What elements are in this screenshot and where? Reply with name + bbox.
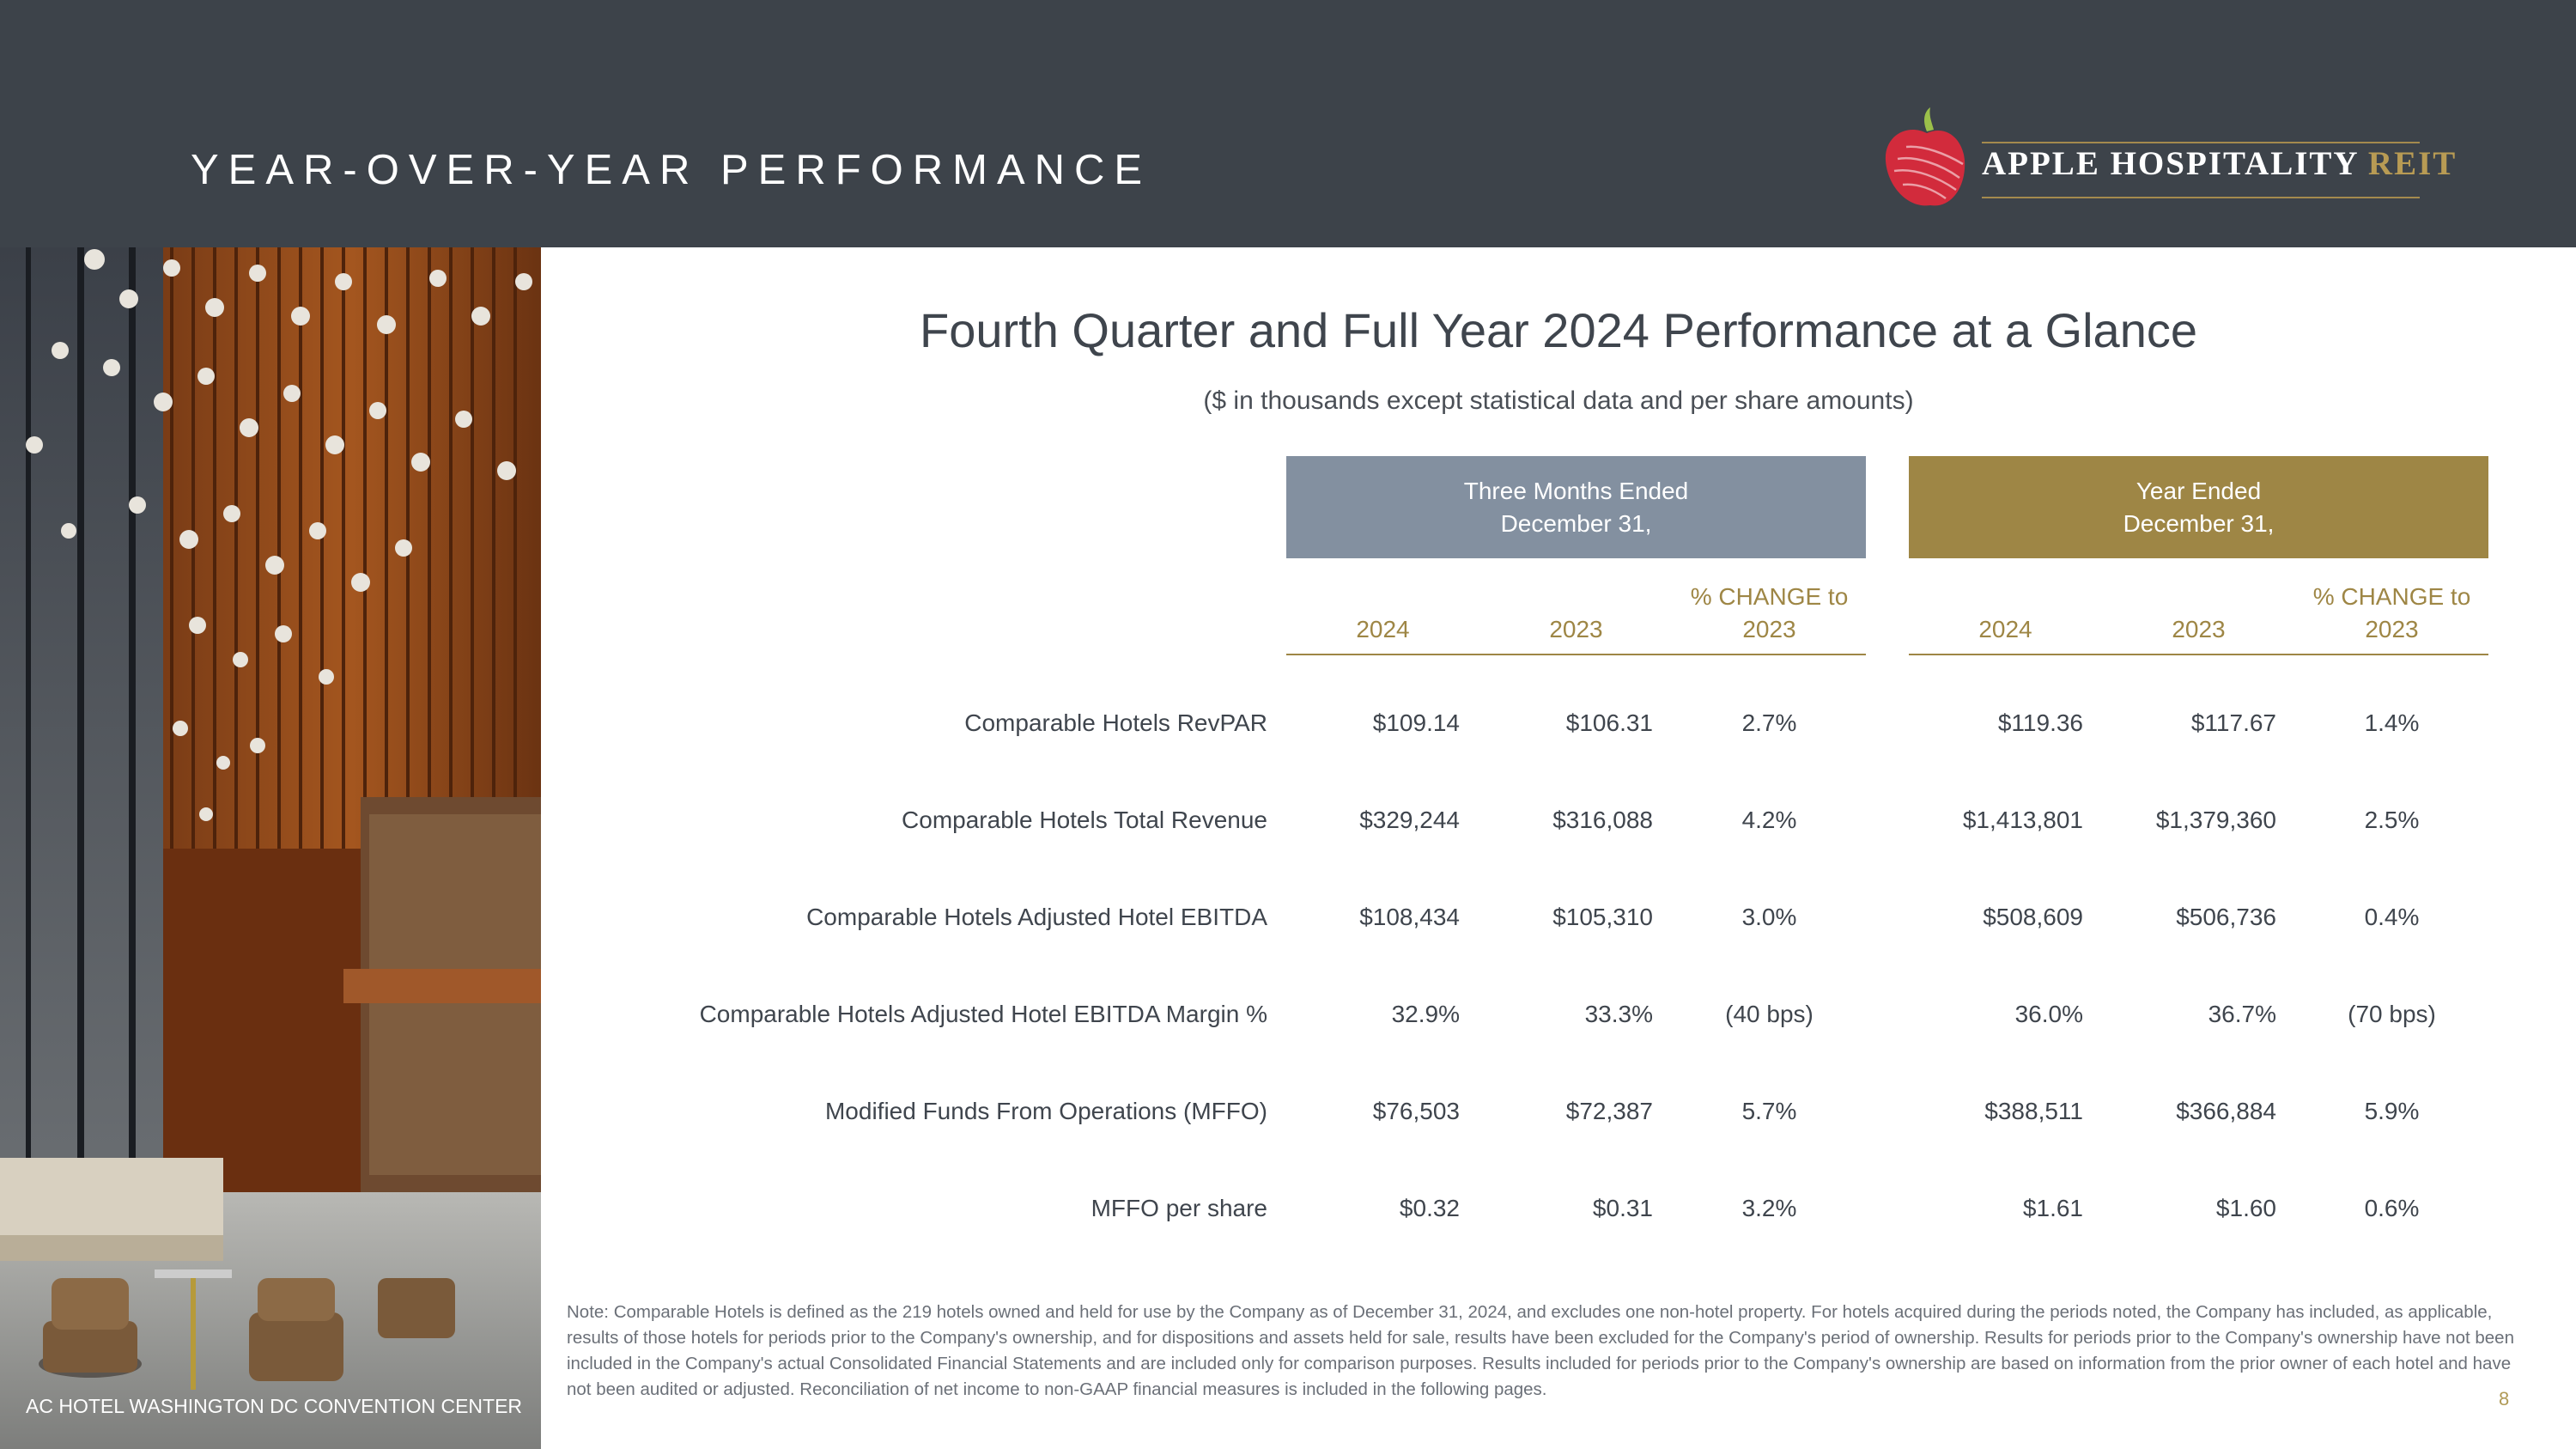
header-band: YEAR-OVER-YEAR PERFORMANCE APPLE HOSPITA… xyxy=(0,0,2576,247)
photo-caption: AC HOTEL WASHINGTON DC CONVENTION CENTER xyxy=(26,1395,523,1417)
table-cell: $119.36 xyxy=(1997,709,2083,736)
row-label: Modified Funds From Operations (MFFO) xyxy=(824,1098,1267,1124)
table-cell: 0.4% xyxy=(2364,904,2420,930)
table-cell: (70 bps) xyxy=(2348,1001,2436,1027)
table-cell: $388,511 xyxy=(1984,1098,2083,1124)
column-header-line1: % CHANGE to xyxy=(1690,583,1849,610)
row-label: MFFO per share xyxy=(1091,1195,1267,1221)
row-label: Comparable Hotels Adjusted Hotel EBITDA … xyxy=(699,1001,1267,1027)
column-header: 2023 xyxy=(2102,581,2295,646)
table-cell: 32.9% xyxy=(1391,1001,1460,1027)
logo-rule-top xyxy=(1982,142,2420,143)
table-cell: $316,088 xyxy=(1552,807,1653,833)
table-cell: $108,434 xyxy=(1359,904,1460,930)
column-header-line2: 2024 xyxy=(1978,616,2032,642)
column-header-line2: 2023 xyxy=(1742,616,1796,642)
table-cell: (40 bps) xyxy=(1725,1001,1814,1027)
slide-heading: Fourth Quarter and Full Year 2024 Perfor… xyxy=(920,303,2197,357)
table-cell: 2.5% xyxy=(2364,807,2420,833)
period-header-year: Year Ended December 31, xyxy=(1909,456,2488,558)
table-cell: $508,609 xyxy=(1983,904,2083,930)
period-line1: Year Ended xyxy=(2136,477,2262,504)
logo-text: APPLE HOSPITALITY REIT xyxy=(1982,144,2457,183)
header-rule xyxy=(1286,654,1866,655)
footnote: Note: Comparable Hotels is defined as th… xyxy=(567,1302,2514,1399)
period-line1: Three Months Ended xyxy=(1463,477,1689,504)
column-header: % CHANGE to 2023 xyxy=(1673,581,1866,646)
column-header: % CHANGE to 2023 xyxy=(2295,581,2488,646)
column-header-line2: 2023 xyxy=(2365,616,2419,642)
logo-name: APPLE HOSPITALITY xyxy=(1982,145,2359,182)
apple-hospitality-logo: APPLE HOSPITALITY REIT xyxy=(1880,107,2455,210)
table-cell: 36.0% xyxy=(2014,1001,2083,1027)
column-header-line2: 2023 xyxy=(1549,616,1603,642)
logo-rule-bottom xyxy=(1982,197,2420,198)
table-cell: $72,387 xyxy=(1565,1098,1653,1124)
column-header: 2024 xyxy=(1909,581,2102,646)
slide-subtitle: ($ in thousands except statistical data … xyxy=(1203,387,1914,415)
table-cell: 2.7% xyxy=(1741,709,1797,736)
period-header-three-months: Three Months Ended December 31, xyxy=(1286,456,1866,558)
table-cell: $0.31 xyxy=(1592,1195,1653,1221)
table-cell: $105,310 xyxy=(1552,904,1653,930)
page-title: YEAR-OVER-YEAR PERFORMANCE xyxy=(191,147,1152,193)
table-cell: $506,736 xyxy=(2176,904,2276,930)
column-header: 2023 xyxy=(1479,581,1673,646)
hotel-lobby-photo: AC HOTEL WASHINGTON DC CONVENTION CENTER xyxy=(0,247,541,1449)
logo-suffix: REIT xyxy=(2367,145,2458,182)
column-header-line2: 2023 xyxy=(2172,616,2226,642)
table-cell: $106.31 xyxy=(1565,709,1653,736)
page-number: 8 xyxy=(2499,1388,2510,1409)
table-cell: 5.7% xyxy=(1741,1098,1797,1124)
table-cell: 4.2% xyxy=(1741,807,1797,833)
table-cell: $117.67 xyxy=(2190,709,2276,736)
table-cell: $329,244 xyxy=(1359,807,1460,833)
row-label: Comparable Hotels RevPAR xyxy=(964,709,1267,736)
table-cell: $76,503 xyxy=(1372,1098,1460,1124)
table-cell: $1,379,360 xyxy=(2155,807,2276,833)
table-cell: 3.0% xyxy=(1741,904,1797,930)
row-label: Comparable Hotels Total Revenue xyxy=(902,807,1267,833)
table-cell: $1.61 xyxy=(2022,1195,2083,1221)
table-cell: 5.9% xyxy=(2364,1098,2420,1124)
table-cell: $366,884 xyxy=(2176,1098,2276,1124)
table-cell: $0.32 xyxy=(1399,1195,1460,1221)
table-cell: 3.2% xyxy=(1741,1195,1797,1221)
table-cell: $1,413,801 xyxy=(1962,807,2083,833)
period-line2: December 31, xyxy=(1500,509,1652,537)
column-header-line2: 2024 xyxy=(1356,616,1410,642)
table-cell: 33.3% xyxy=(1584,1001,1653,1027)
lobby-illustration xyxy=(0,247,541,1449)
column-header-line1: % CHANGE to xyxy=(2312,583,2471,610)
period-line2: December 31, xyxy=(2123,509,2275,537)
header-rule xyxy=(1909,654,2488,655)
table-cell: 36.7% xyxy=(2208,1001,2276,1027)
column-header: 2024 xyxy=(1286,581,1479,646)
table-cell: $109.14 xyxy=(1372,709,1460,736)
table-cell: $1.60 xyxy=(2215,1195,2276,1221)
row-label: Comparable Hotels Adjusted Hotel EBITDA xyxy=(806,904,1267,930)
table-cell: 0.6% xyxy=(2364,1195,2420,1221)
table-cell: 1.4% xyxy=(2364,709,2420,736)
apple-icon xyxy=(1885,107,1965,206)
